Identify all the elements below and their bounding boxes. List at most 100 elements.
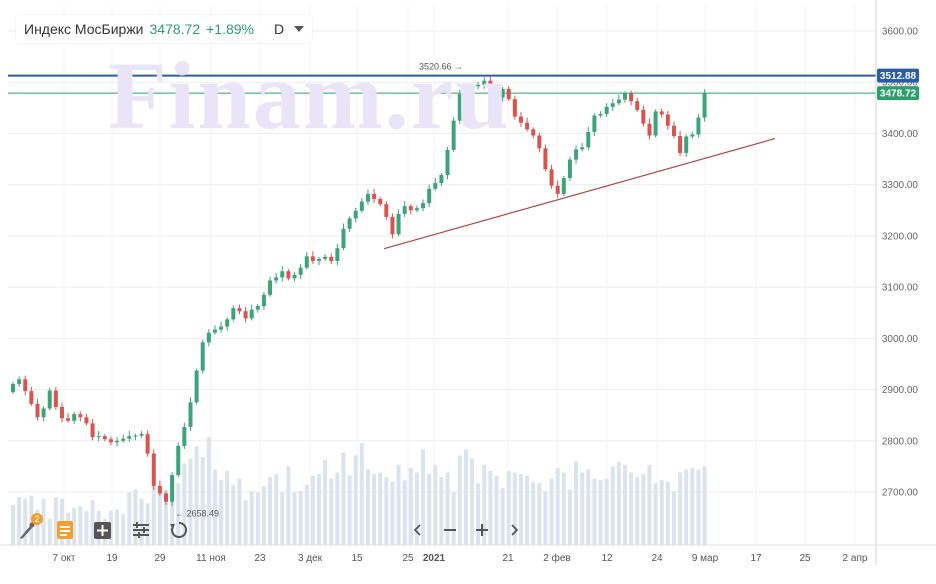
volume-bar	[359, 443, 364, 545]
volume-bar	[470, 458, 474, 545]
support-trend-line[interactable]	[383, 137, 776, 250]
volume-bar	[616, 461, 621, 545]
volume-bar	[157, 494, 162, 545]
volume-bar	[353, 455, 358, 545]
candle-body	[133, 435, 138, 437]
candle-body	[518, 116, 523, 123]
volume-bar	[164, 489, 168, 545]
volume-bar	[335, 472, 340, 545]
brush-tool-button[interactable]: 2	[14, 513, 43, 543]
chevron-down-icon[interactable]	[294, 26, 305, 32]
notes-button[interactable]	[52, 517, 78, 543]
volume-bar	[549, 478, 554, 545]
candle-body	[506, 88, 511, 100]
volume-bar	[641, 474, 646, 545]
candle-body	[678, 136, 683, 153]
candle-body	[476, 84, 481, 87]
volume-bar	[525, 475, 530, 545]
x-tick-label: 21	[502, 553, 514, 564]
x-tick-label: 29	[154, 553, 166, 564]
candle-body	[623, 93, 627, 100]
volume-bar	[518, 474, 523, 545]
timeframe-selector[interactable]: D	[274, 21, 285, 37]
volume-bar	[219, 480, 224, 545]
candle-body	[470, 86, 474, 98]
trend-lines[interactable]	[383, 137, 776, 250]
volume-bar	[261, 486, 266, 545]
x-tick-label: 24	[651, 553, 663, 564]
volume-bar	[115, 509, 120, 545]
volume-bar	[623, 464, 627, 545]
candle-body	[482, 80, 487, 85]
candle-body	[329, 256, 334, 261]
candle-body	[592, 115, 597, 132]
volume-bar	[176, 483, 181, 545]
candle-body	[494, 89, 499, 98]
volume-bar	[500, 487, 505, 545]
candle-body	[115, 440, 120, 443]
zoom-out-button[interactable]	[438, 517, 462, 543]
x-tick-label: 19	[106, 553, 118, 564]
candle-body	[121, 438, 126, 441]
x-tick-label: 17	[750, 553, 762, 564]
candle-body	[237, 308, 242, 312]
chart-navigation	[406, 517, 526, 543]
volume-bar	[604, 478, 609, 545]
last-price-label-bg	[877, 86, 919, 101]
volume-bar	[476, 483, 481, 545]
settings-button[interactable]	[128, 517, 154, 543]
price-change: +1.89%	[206, 21, 254, 37]
candle-body	[84, 417, 89, 424]
add-indicator-button[interactable]	[90, 517, 116, 543]
zoom-in-button[interactable]	[470, 517, 494, 543]
candle-body	[402, 206, 407, 214]
volume-bar	[684, 469, 689, 545]
x-tick-label: 25	[799, 553, 811, 564]
x-tick-label: 2 фев	[543, 552, 570, 564]
volume-bar	[151, 477, 156, 545]
volume-bar	[41, 498, 46, 545]
refresh-icon	[170, 521, 188, 538]
volume-bar	[659, 480, 664, 545]
volume-bar	[90, 500, 95, 545]
candle-body	[66, 418, 71, 421]
volume-bar	[53, 497, 58, 545]
volume-bar	[531, 481, 536, 545]
volume-bar	[286, 466, 291, 545]
candle-body	[29, 391, 34, 404]
volume-bar	[317, 474, 321, 545]
reset-button[interactable]	[166, 517, 192, 543]
volume-bar	[665, 481, 670, 545]
candle-body	[604, 106, 609, 114]
low-value-annotation: ← 2658.49	[175, 508, 219, 518]
y-tick-label: 3500.00	[882, 78, 919, 89]
annotations: 3520.66 → ← 2658.49	[175, 62, 463, 519]
volume-bar	[341, 452, 346, 545]
candle-body	[665, 114, 670, 126]
volume-bar	[243, 500, 248, 545]
high-value-annotation: 3520.66 →	[419, 62, 463, 72]
candle-body	[561, 178, 566, 194]
volume-bar	[72, 507, 77, 545]
volume-bar	[629, 472, 634, 545]
volume-bar	[512, 472, 517, 545]
volume-bar	[610, 466, 615, 545]
candle-body	[225, 319, 230, 327]
candle-body	[659, 111, 664, 115]
volume-bar	[488, 470, 493, 545]
volume-bar	[537, 483, 542, 545]
scroll-left-button[interactable]	[406, 517, 430, 543]
volume-bar	[365, 469, 370, 545]
volume-bar	[298, 491, 303, 545]
candle-body	[647, 123, 652, 136]
scroll-right-button[interactable]	[502, 517, 526, 543]
minus-icon	[444, 529, 456, 531]
volume-bars	[11, 437, 707, 545]
candle-body	[78, 414, 83, 418]
x-tick-label: 23	[254, 553, 266, 564]
plus-box-icon	[94, 522, 111, 539]
grid	[8, 6, 876, 545]
candle-body	[292, 274, 297, 279]
